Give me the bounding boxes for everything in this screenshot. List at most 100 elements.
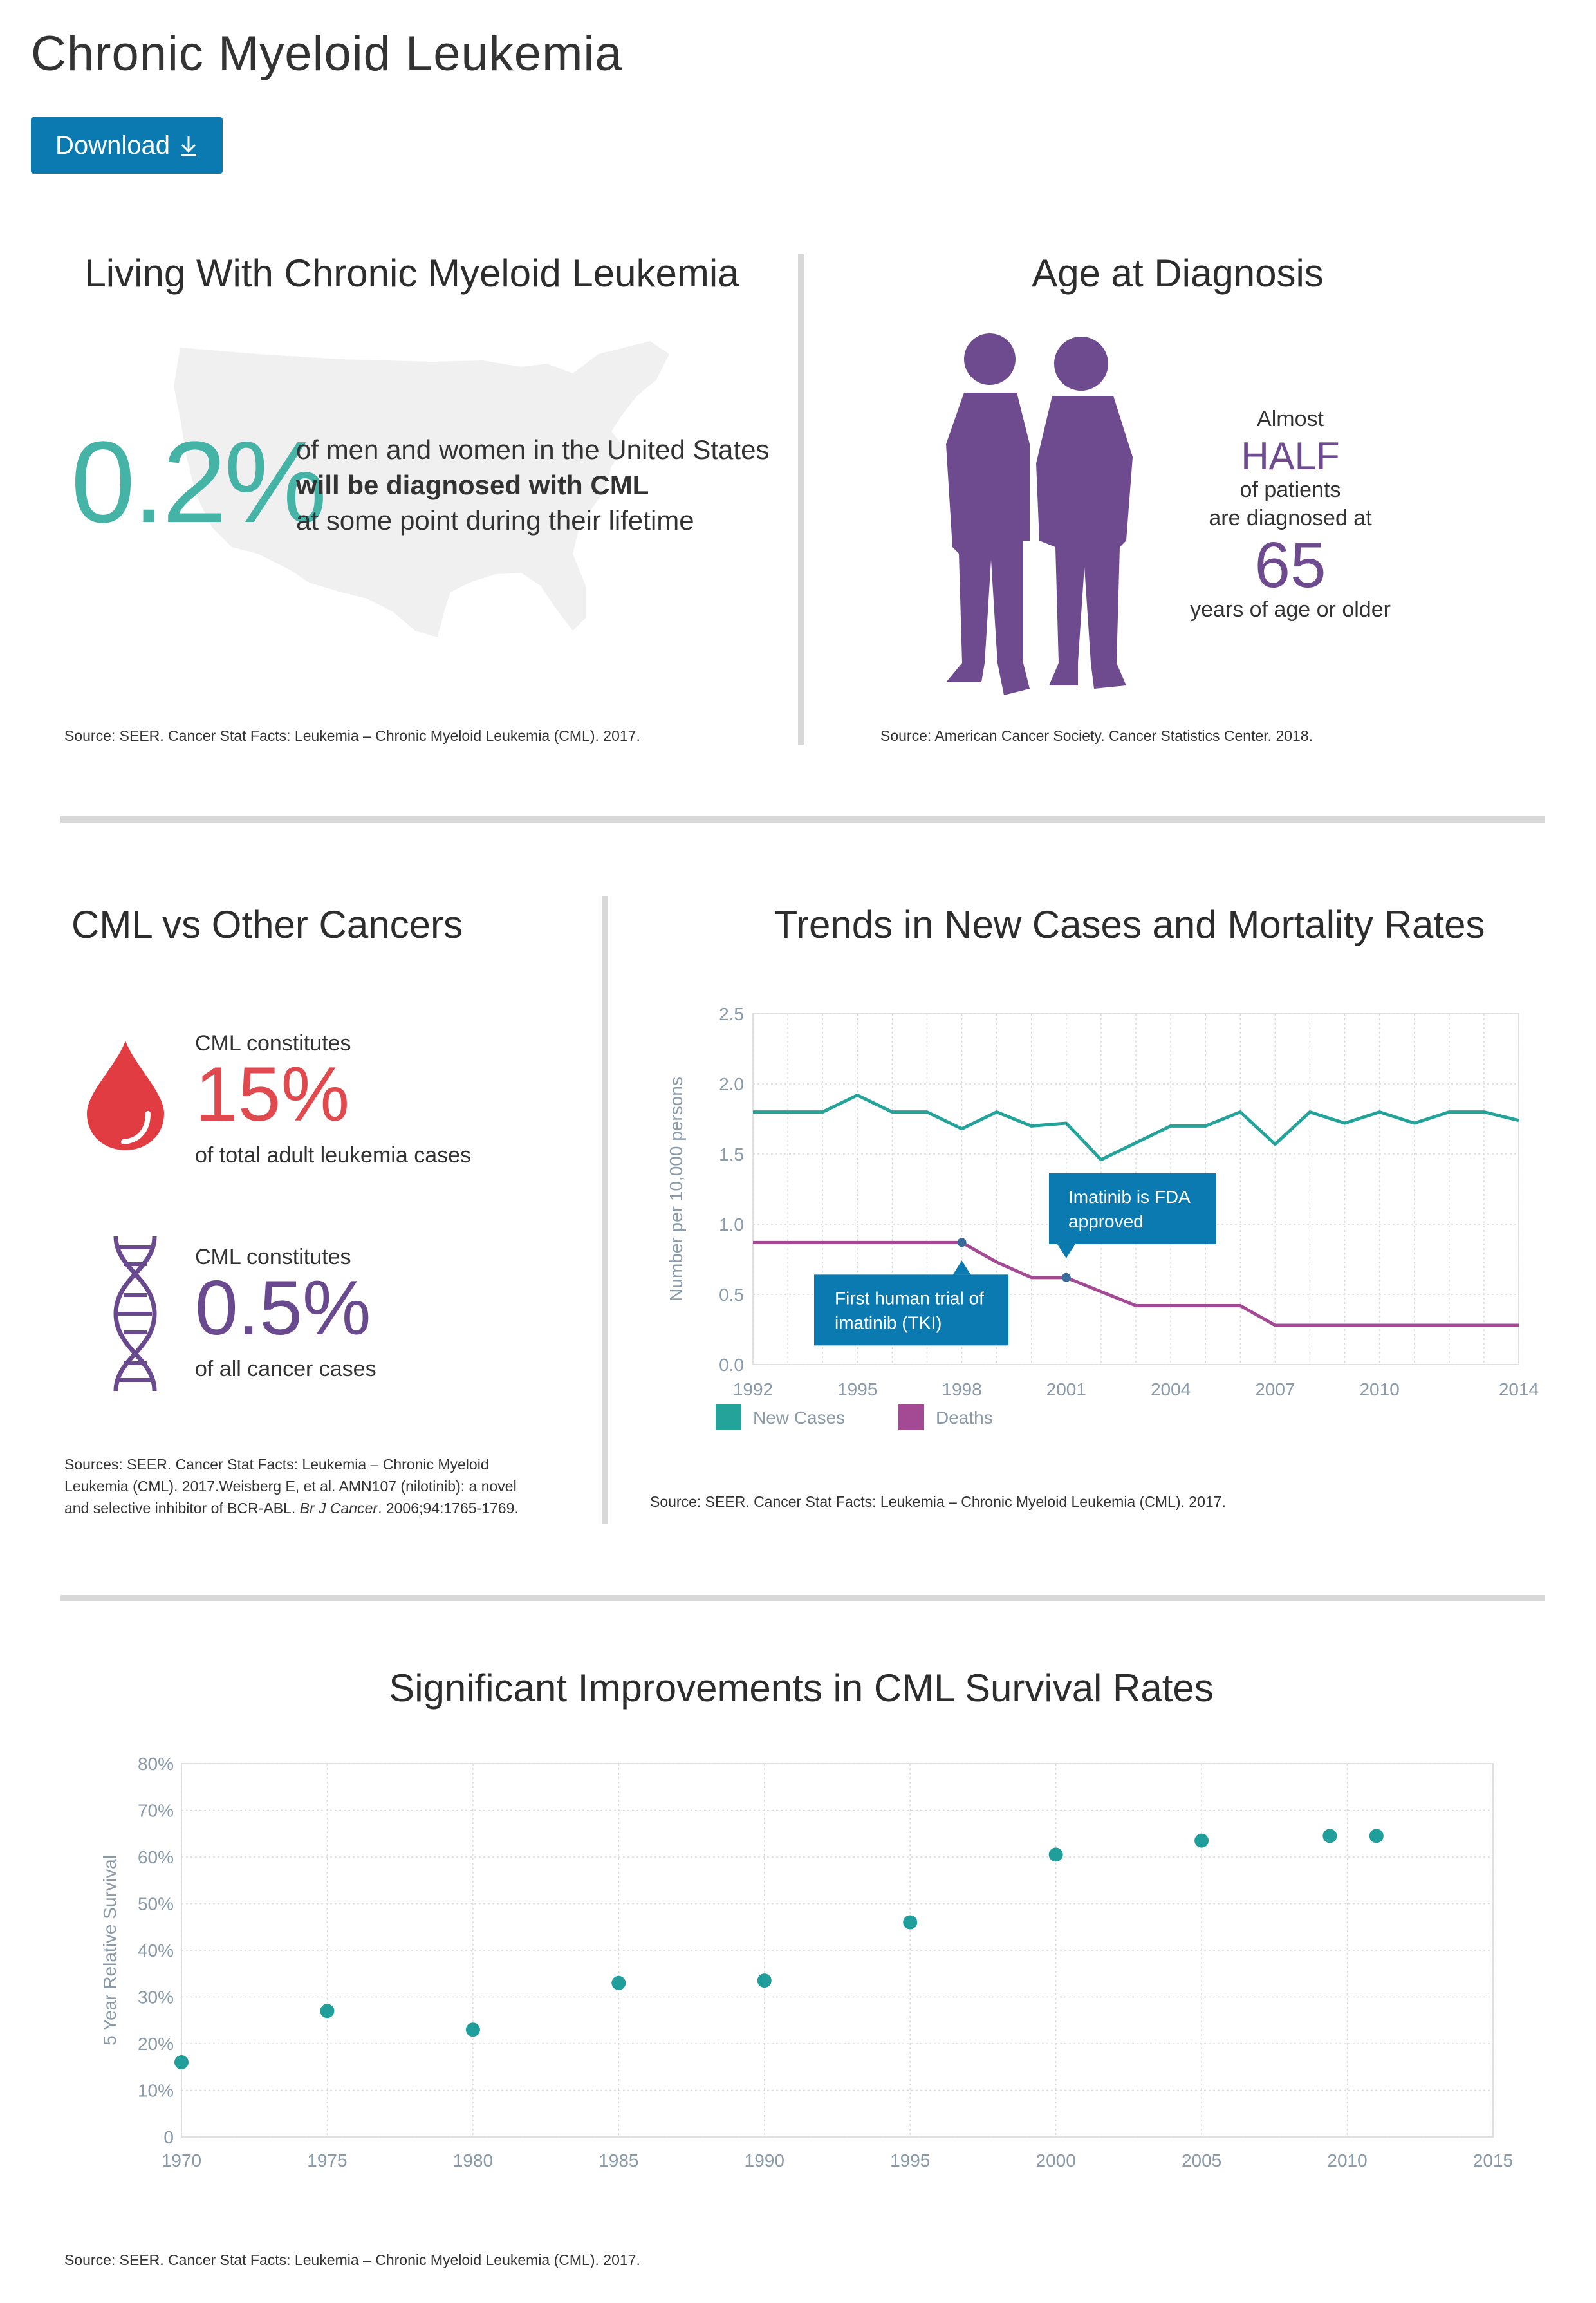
age-line3: are diagnosed at: [1209, 506, 1372, 530]
y-tick-label: 60%: [138, 1847, 174, 1867]
cml-item1-suffix: of total adult leukemia cases: [195, 1143, 472, 1168]
x-tick-label: 1980: [453, 2150, 493, 2170]
age-line2: of patients: [1239, 478, 1341, 502]
y-tick-label: 2.5: [719, 1004, 744, 1024]
section-divider: [602, 896, 608, 1524]
section-divider: [60, 1595, 1545, 1601]
annotation-text: First human trial of: [835, 1288, 984, 1308]
section-divider: [798, 254, 804, 745]
annotation-text: imatinib (TKI): [835, 1312, 942, 1332]
x-tick-label: 2014: [1499, 1379, 1539, 1399]
survival-source: Source: SEER. Cancer Stat Facts: Leukemi…: [64, 2252, 640, 2268]
living-line1: of men and women in the United States: [296, 434, 770, 465]
annotation-pointer: [1057, 1244, 1075, 1258]
age-stat: 65: [1254, 529, 1326, 601]
download-button[interactable]: Download: [31, 117, 223, 174]
annotation-box: [1049, 1173, 1216, 1244]
trends-source: Source: SEER. Cancer Stat Facts: Leukemi…: [650, 1493, 1226, 1510]
y-tick-label: 2.0: [719, 1074, 744, 1094]
couple-silhouette-icon: [946, 333, 1133, 695]
cml-source-journal: Br J Cancer: [299, 1500, 378, 1516]
us-map-silhouette: [174, 341, 669, 637]
survival-point: [320, 2004, 335, 2019]
cml-source-line3a: and selective inhibitor of BCR-ABL.: [64, 1500, 296, 1516]
new-cases-line: [753, 1093, 1519, 1162]
cml-source-line3: and selective inhibitor of BCR-ABL. Br J…: [64, 1500, 519, 1517]
living-source: Source: SEER. Cancer Stat Facts: Leukemi…: [64, 727, 640, 744]
legend-label-new-cases: New Cases: [753, 1408, 845, 1428]
x-tick-label: 1995: [837, 1379, 877, 1399]
cml-item2-suffix: of all cancer cases: [195, 1357, 376, 1381]
y-axis-label: Number per 10,000 persons: [666, 1077, 686, 1301]
deaths-line: [753, 1240, 1519, 1327]
y-tick-label: 0: [163, 2127, 174, 2147]
y-tick-label: 0.5: [719, 1285, 744, 1305]
age-line1: Almost: [1257, 407, 1324, 431]
trends-title: Trends in New Cases and Mortality Rates: [774, 903, 1485, 946]
cml-source-line1: Sources: SEER. Cancer Stat Facts: Leukem…: [64, 1456, 489, 1473]
cml-item2-prefix: CML constitutes: [195, 1245, 351, 1269]
annotation-text: approved: [1068, 1211, 1144, 1231]
age-title: Age at Diagnosis: [1032, 252, 1324, 295]
age-source: Source: American Cancer Society. Cancer …: [880, 727, 1313, 744]
x-tick-label: 1998: [942, 1379, 981, 1399]
annotation-pointer: [952, 1260, 971, 1275]
trends-chart: 0.0 0.5 1.0 1.5 2.0 2.5 1992 1995 1998 2001 2004 20…: [666, 1004, 1539, 1430]
age-line4: years of age or older: [1190, 597, 1391, 622]
blood-drop-icon: [87, 1041, 164, 1150]
x-tick-label: 2005: [1182, 2150, 1221, 2170]
survival-title: Significant Improvements in CML Survival…: [389, 1666, 1214, 1710]
y-tick-label: 30%: [138, 1988, 174, 2008]
survival-point: [174, 2055, 189, 2069]
x-tick-label: 2015: [1473, 2150, 1513, 2170]
survival-point: [1322, 1829, 1337, 1843]
cml-vs-title: CML vs Other Cancers: [71, 903, 463, 946]
cml-item2-stat: 0.5%: [195, 1265, 371, 1351]
survival-point: [611, 1975, 626, 1990]
x-tick-label: 1990: [745, 2150, 784, 2170]
annotation-point: [957, 1238, 967, 1247]
y-tick-label: 40%: [138, 1941, 174, 1961]
survival-point: [1048, 1847, 1063, 1862]
annotation-box: [814, 1274, 1008, 1346]
legend-label-deaths: Deaths: [936, 1408, 993, 1428]
y-tick-label: 80%: [138, 1754, 174, 1774]
y-tick-label: 20%: [138, 2034, 174, 2054]
legend-swatch-deaths: [898, 1404, 924, 1430]
x-tick-label: 1995: [890, 2150, 930, 2170]
annotation-point: [1061, 1273, 1071, 1282]
survival-point: [1194, 1833, 1209, 1848]
living-line2: will be diagnosed with CML: [296, 470, 649, 500]
y-tick-label: 10%: [138, 2081, 174, 2101]
plot-frame: [181, 1763, 1494, 2138]
x-tick-label: 1975: [307, 2150, 347, 2170]
living-stat: 0.2%: [71, 418, 327, 547]
cml-item1-stat: 15%: [195, 1051, 350, 1137]
legend-swatch-new-cases: [716, 1404, 741, 1430]
annotation-text: Imatinib is FDA: [1068, 1187, 1191, 1207]
dna-icon: [113, 1236, 157, 1392]
y-tick-label: 1.5: [719, 1144, 744, 1164]
y-tick-label: 0.0: [719, 1355, 744, 1375]
x-tick-label: 2004: [1151, 1379, 1191, 1399]
download-label: Download: [55, 131, 170, 160]
living-line3: at some point during their lifetime: [296, 505, 694, 536]
survival-chart: 1970 1975 1980 1985 1990 1995 2000 2005 2010 2015…: [100, 1754, 1513, 2170]
x-tick-label: 1985: [598, 2150, 638, 2170]
download-icon: [180, 136, 196, 156]
y-tick-label: 50%: [138, 1894, 174, 1914]
survival-point: [757, 1973, 772, 1988]
x-tick-label: 2000: [1036, 2150, 1076, 2170]
y-axis-label: 5 Year Relative Survival: [100, 1855, 120, 2046]
cml-item1-prefix: CML constitutes: [195, 1031, 351, 1056]
x-tick-label: 2010: [1359, 1379, 1399, 1399]
survival-point: [1369, 1829, 1384, 1843]
survival-point: [465, 2022, 480, 2037]
survival-point: [903, 1915, 918, 1930]
living-title: Living With Chronic Myeloid Leukemia: [84, 252, 739, 295]
x-tick-label: 1970: [162, 2150, 201, 2170]
y-tick-label: 1.0: [719, 1215, 744, 1235]
section-divider: [60, 816, 1545, 823]
x-tick-label: 2001: [1046, 1379, 1086, 1399]
cml-source-line3c: . 2006;94:1765-1769.: [378, 1500, 519, 1516]
